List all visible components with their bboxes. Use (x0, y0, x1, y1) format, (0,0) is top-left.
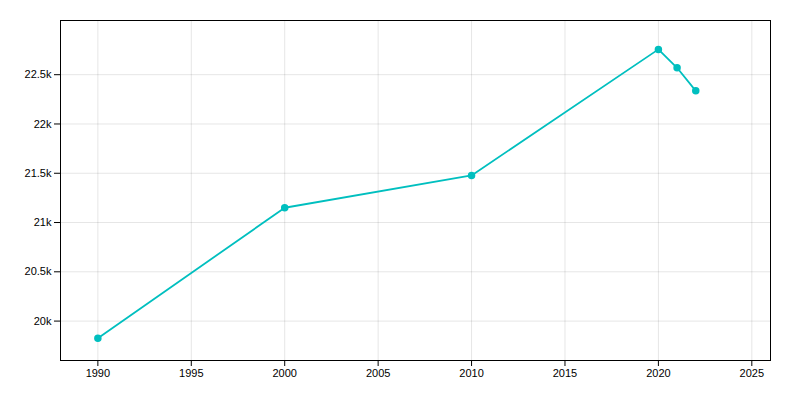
svg-text:2015: 2015 (553, 367, 577, 379)
svg-text:2020: 2020 (646, 367, 670, 379)
svg-text:1995: 1995 (179, 367, 203, 379)
svg-text:21.5k: 21.5k (25, 167, 52, 179)
svg-text:22.5k: 22.5k (25, 68, 52, 80)
svg-text:21k: 21k (34, 216, 52, 228)
svg-text:1990: 1990 (86, 367, 110, 379)
svg-text:22k: 22k (34, 117, 52, 129)
svg-text:2000: 2000 (272, 367, 296, 379)
svg-text:2005: 2005 (366, 367, 390, 379)
svg-text:2025: 2025 (740, 367, 764, 379)
svg-text:20.5k: 20.5k (25, 265, 52, 277)
svg-text:2010: 2010 (459, 367, 483, 379)
svg-text:20k: 20k (34, 315, 52, 327)
